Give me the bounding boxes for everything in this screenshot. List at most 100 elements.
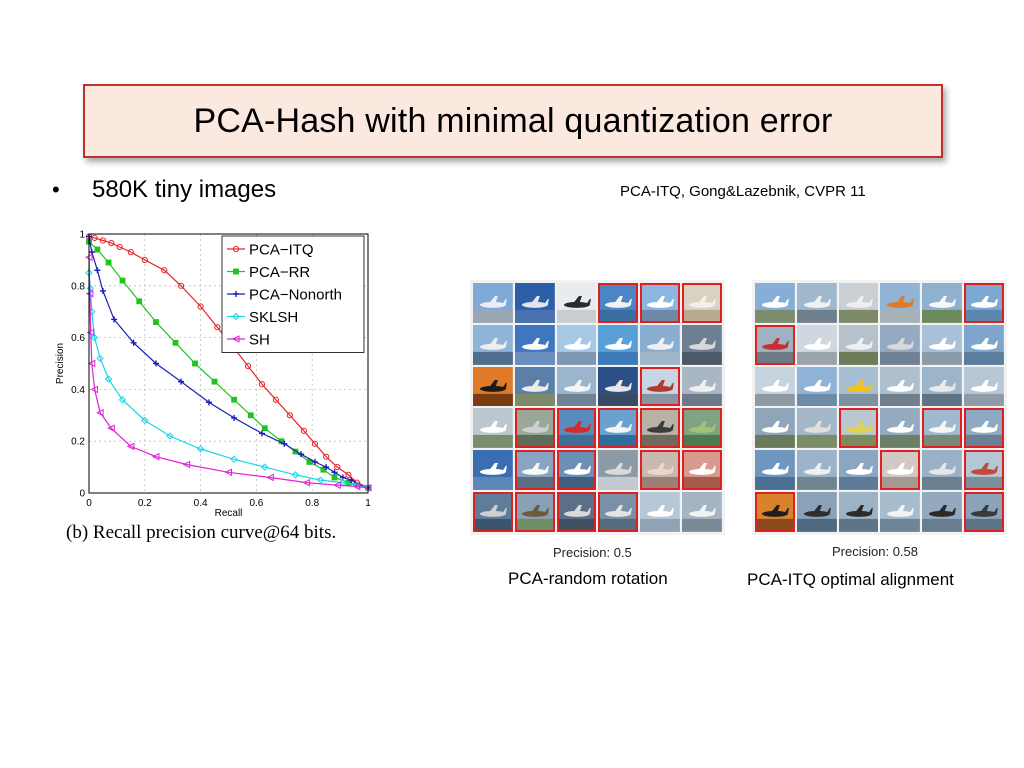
thumbnail-image (682, 366, 722, 407)
thumbnail-image (796, 450, 837, 491)
thumbnail-image (755, 450, 795, 491)
marker-plus (111, 316, 118, 323)
thumbnail-image (598, 366, 639, 407)
marker-circle (272, 396, 280, 403)
random-rotation-thumbnail (556, 283, 597, 323)
thumbnail-image (880, 492, 921, 532)
thumbnail-image (514, 283, 555, 323)
thumbnail-image (880, 283, 921, 323)
marker-triangle (151, 452, 160, 461)
bullet-text: 580K tiny images (92, 176, 277, 203)
thumbnail-image (640, 283, 681, 323)
thumbnail-image (514, 366, 555, 407)
thumbnail-image (514, 324, 555, 365)
marker-circle (311, 440, 319, 447)
marker-circle (161, 267, 168, 274)
marker-diamond (118, 396, 127, 404)
itq-alignment-thumbnail (755, 450, 795, 491)
random-rotation-thumbnail (640, 283, 681, 323)
thumbnail-image (473, 324, 513, 365)
thumbnail-image (473, 450, 513, 491)
thumbnail-image (964, 408, 1004, 449)
itq-alignment-thumbnail (922, 408, 963, 449)
thumbnail-image (755, 283, 795, 323)
thumbnail-image (640, 492, 681, 532)
thumbnail-image (922, 324, 963, 365)
thumbnail-image (514, 492, 555, 532)
thumbnail-image (598, 324, 639, 365)
itq-alignment-thumbnail (838, 408, 879, 449)
chart-svg: 00 0.2 0.2 0.4 0.4 0.6 0.6 0.8 0.8 1 1 Recall Precis… (55, 230, 372, 519)
y-tick-label: 0 (79, 489, 85, 500)
random-rotation-thumbnail (682, 324, 722, 365)
random-rotation-thumbnail (598, 283, 639, 323)
legend-label: SKLSH (249, 309, 298, 326)
thumbnail-image (556, 283, 597, 323)
marker-square (119, 277, 126, 284)
itq-alignment-thumbnail (796, 283, 837, 323)
thumbnail-image (514, 408, 555, 449)
itq-alignment-thumbnail (755, 408, 795, 449)
marker-triangle (85, 289, 94, 298)
random-rotation-thumbnail (556, 408, 597, 449)
itq-alignment-thumbnail (755, 492, 795, 532)
itq-alignment-image-grid (752, 280, 1007, 535)
marker-square (136, 298, 143, 305)
itq-alignment-thumbnail (796, 324, 837, 365)
marker-triangle (302, 478, 311, 487)
thumbnail-image (755, 492, 795, 532)
thumbnail-image (964, 283, 1004, 323)
thumbnail-image (796, 408, 837, 449)
itq-alignment-thumbnail (796, 492, 837, 532)
marker-square (261, 425, 268, 432)
itq-alignment-thumbnail (880, 450, 921, 491)
random-rotation-thumbnail (640, 366, 681, 407)
marker-triangle (126, 442, 135, 451)
marker-circle (345, 471, 352, 478)
marker-square (192, 360, 198, 367)
bullet-point: • 580K tiny images (52, 176, 276, 204)
thumbnail-image (838, 408, 879, 449)
random-rotation-thumbnail (473, 408, 513, 449)
thumbnail-image (556, 324, 597, 365)
random-rotation-thumbnail (598, 366, 639, 407)
marker-circle (214, 324, 221, 331)
marker-square (247, 412, 254, 419)
x-axis-label: Recall (215, 508, 243, 519)
thumbnail-image (796, 283, 837, 323)
marker-triangle (182, 460, 191, 469)
random-rotation-thumbnail (598, 450, 639, 491)
thumbnail-image (796, 492, 837, 532)
random-rotation-precision: Precision: 0.5 (553, 545, 632, 560)
marker-circle (286, 412, 293, 419)
thumbnail-image (838, 492, 879, 532)
marker-circle (334, 464, 341, 471)
marker-triangle (231, 335, 240, 343)
thumbnail-image (796, 366, 837, 407)
series-line (88, 236, 369, 489)
thumbnail-image (922, 408, 963, 449)
random-rotation-thumbnail (473, 324, 513, 365)
random-rotation-image-grid (470, 280, 725, 535)
marker-plus (231, 414, 238, 421)
itq-alignment-thumbnail (755, 283, 795, 323)
random-rotation-thumbnail (514, 324, 555, 365)
marker-plus (205, 399, 212, 406)
thumbnail-image (755, 408, 795, 449)
random-rotation-thumbnail (682, 366, 722, 407)
marker-triangle (224, 468, 232, 477)
thumbnail-image (922, 366, 963, 407)
marker-plus (99, 287, 106, 294)
itq-alignment-thumbnail (880, 324, 921, 365)
marker-plus (130, 339, 137, 346)
itq-alignment-thumbnail (755, 324, 795, 365)
marker-circle (91, 234, 98, 241)
citation: PCA-ITQ, Gong&Lazebnik, CVPR 11 (620, 183, 866, 200)
random-rotation-thumbnail (682, 283, 722, 323)
random-rotation-thumbnail (682, 492, 722, 532)
itq-alignment-thumbnail (838, 283, 879, 323)
y-tick-label: 0.4 (71, 385, 85, 396)
thumbnail-image (755, 324, 795, 365)
thumbnail-image (640, 366, 681, 407)
itq-alignment-thumbnail (922, 283, 963, 323)
